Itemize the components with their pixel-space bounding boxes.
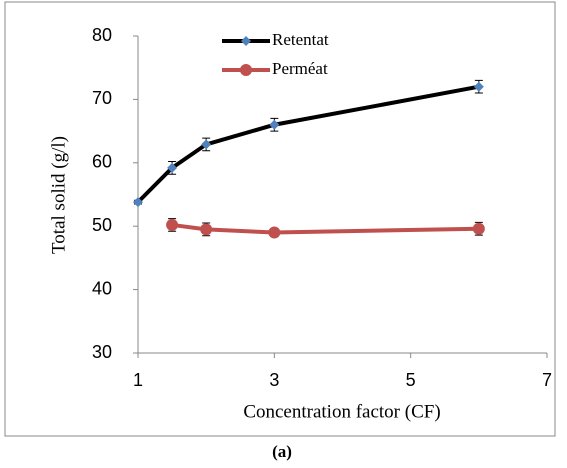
x-tick-label: 3 [269, 370, 279, 390]
legend-marker [240, 64, 252, 76]
y-axis-label: Total solid (g/l) [48, 136, 69, 254]
x-tick-label: 7 [542, 370, 552, 390]
marker [133, 197, 143, 208]
legend-label: Perméat [272, 59, 328, 78]
marker [167, 162, 178, 173]
series-line [136, 84, 480, 204]
marker [472, 222, 485, 235]
legend-marker [241, 36, 251, 46]
x-tick-label: 5 [406, 370, 416, 390]
marker [268, 226, 281, 239]
y-tick-label: 30 [92, 342, 112, 362]
marker [200, 223, 213, 236]
marker [269, 119, 280, 130]
caption: (a) [272, 442, 292, 461]
y-tick-label: 60 [92, 152, 112, 172]
marker [473, 81, 484, 92]
series-line [171, 222, 479, 235]
y-tick-label: 40 [92, 278, 112, 298]
chart-frame [4, 1, 556, 437]
marker [166, 218, 179, 231]
y-tick-label: 80 [92, 25, 112, 45]
marker [201, 139, 212, 150]
y-tick-label: 50 [92, 215, 112, 235]
x-axis-label: Concentration factor (CF) [243, 401, 440, 422]
x-tick-label: 1 [133, 370, 143, 390]
y-tick-label: 70 [92, 88, 112, 108]
legend-label: Retentat [272, 30, 329, 49]
